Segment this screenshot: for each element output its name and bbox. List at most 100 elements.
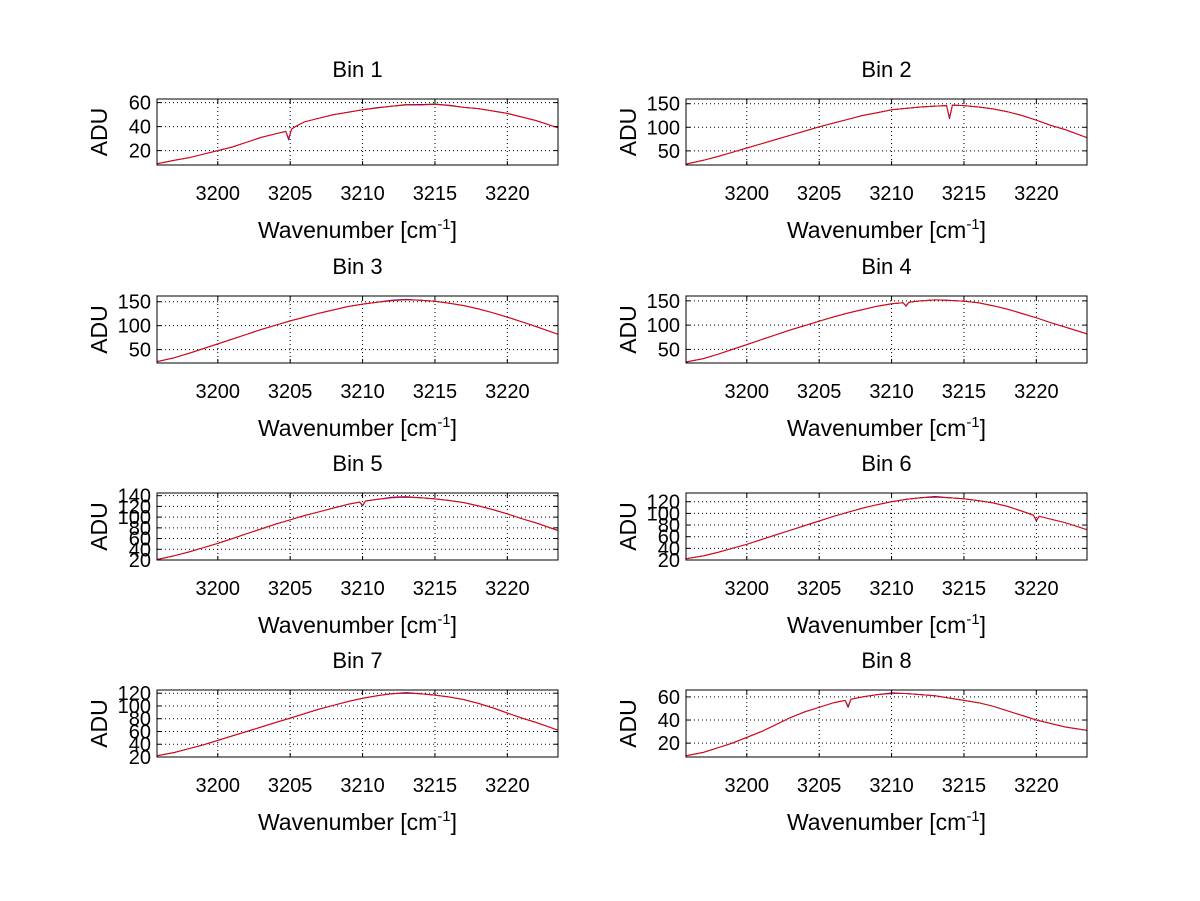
x-tick-label: 3210: [340, 183, 385, 205]
x-tick-label: 3200: [725, 381, 770, 403]
y-tick-label: 20: [129, 747, 151, 769]
y-axis-label: ADU: [86, 305, 112, 354]
subplot-5: Bin 5 3200 3205 3210 3215 3220 204060801001201…: [86, 451, 559, 638]
subplot-title: Bin 1: [332, 57, 382, 82]
x-tick-label: 3220: [1014, 381, 1059, 403]
subplot-title: Bin 5: [332, 451, 382, 476]
y-tick-label: 80: [129, 518, 151, 540]
y-tick-label: 20: [658, 550, 680, 572]
x-tick-label: 3220: [485, 775, 530, 797]
x-tick-label: 3200: [196, 381, 241, 403]
x-tick-label: 3215: [413, 183, 458, 205]
subplot-title: Bin 6: [861, 451, 911, 476]
series-line-3: [685, 104, 1088, 165]
y-tick-label: 50: [658, 339, 680, 361]
x-axis-label: Wavenumber [cm-1]: [258, 414, 457, 441]
axes-frame: [685, 295, 1088, 364]
x-axis-label: Wavenumber [cm-1]: [258, 808, 457, 835]
x-tick-label: 3215: [413, 381, 458, 403]
x-axis-label: Wavenumber [cm-1]: [787, 414, 986, 441]
y-axis-label: ADU: [615, 305, 641, 354]
series-line-3: [156, 496, 559, 560]
series-line-3: [685, 496, 1088, 560]
x-tick-label: 3220: [485, 183, 530, 205]
subplot-title: Bin 2: [861, 57, 911, 82]
subplot-title: Bin 4: [861, 254, 911, 279]
axes-frame: [156, 689, 559, 758]
y-tick-label: 120: [647, 492, 680, 514]
x-tick-label: 3205: [268, 183, 313, 205]
axes-frame: [156, 492, 559, 561]
y-tick-label: 60: [658, 687, 680, 709]
x-tick-label: 3210: [340, 775, 385, 797]
y-tick-label: 150: [647, 94, 680, 116]
x-axis-label: Wavenumber [cm-1]: [787, 808, 986, 835]
y-tick-label: 120: [118, 683, 151, 705]
y-tick-label: 60: [658, 527, 680, 549]
x-tick-label: 3215: [942, 381, 987, 403]
x-tick-label: 3205: [797, 775, 842, 797]
axes-frame: [685, 689, 1088, 758]
y-tick-label: 40: [658, 538, 680, 560]
y-tick-label: 20: [129, 550, 151, 572]
x-tick-label: 3205: [797, 183, 842, 205]
x-tick-label: 3200: [196, 775, 241, 797]
series-line-3: [685, 693, 1088, 757]
y-tick-label: 100: [647, 503, 680, 525]
x-tick-label: 3210: [869, 775, 914, 797]
y-tick-label: 40: [129, 734, 151, 756]
y-tick-label: 40: [129, 539, 151, 561]
axes-frame: [156, 295, 559, 364]
x-tick-label: 3200: [725, 183, 770, 205]
x-tick-label: 3210: [340, 381, 385, 403]
axes-frame: [685, 98, 1088, 166]
y-axis-label: ADU: [615, 502, 641, 551]
x-tick-label: 3205: [797, 381, 842, 403]
series-line-3: [156, 103, 559, 165]
y-tick-label: 100: [118, 696, 151, 718]
subplot-title: Bin 7: [332, 648, 382, 673]
x-tick-label: 3200: [725, 578, 770, 600]
series-line-3: [685, 299, 1088, 363]
x-tick-label: 3215: [942, 183, 987, 205]
subplot-title: Bin 3: [332, 254, 382, 279]
series-line-3: [156, 692, 559, 757]
x-tick-label: 3220: [485, 381, 530, 403]
y-tick-label: 100: [118, 507, 151, 529]
x-tick-label: 3220: [1014, 775, 1059, 797]
axes-frame: [685, 492, 1088, 561]
y-axis-label: ADU: [86, 699, 112, 748]
y-tick-label: 100: [118, 316, 151, 338]
x-tick-label: 3215: [413, 775, 458, 797]
x-axis-label: Wavenumber [cm-1]: [787, 611, 986, 638]
x-tick-label: 3210: [869, 578, 914, 600]
y-tick-label: 80: [658, 515, 680, 537]
x-tick-label: 3220: [485, 578, 530, 600]
y-tick-label: 20: [658, 733, 680, 755]
y-tick-label: 50: [129, 340, 151, 362]
y-axis-label: ADU: [86, 108, 112, 157]
x-axis-label: Wavenumber [cm-1]: [787, 216, 986, 243]
x-axis-label: Wavenumber [cm-1]: [258, 611, 457, 638]
x-tick-label: 3205: [797, 578, 842, 600]
x-tick-label: 3205: [268, 775, 313, 797]
x-tick-label: 3210: [869, 381, 914, 403]
y-tick-label: 40: [129, 117, 151, 139]
y-tick-label: 120: [118, 496, 151, 518]
subplot-title: Bin 8: [861, 648, 911, 673]
y-axis-label: ADU: [86, 502, 112, 551]
series-line-3: [156, 299, 559, 363]
x-tick-label: 3200: [725, 775, 770, 797]
x-tick-label: 3210: [869, 183, 914, 205]
y-axis-label: ADU: [615, 108, 641, 157]
y-tick-label: 100: [647, 315, 680, 337]
x-tick-label: 3215: [942, 578, 987, 600]
y-axis-label: ADU: [615, 699, 641, 748]
y-tick-label: 150: [118, 292, 151, 314]
